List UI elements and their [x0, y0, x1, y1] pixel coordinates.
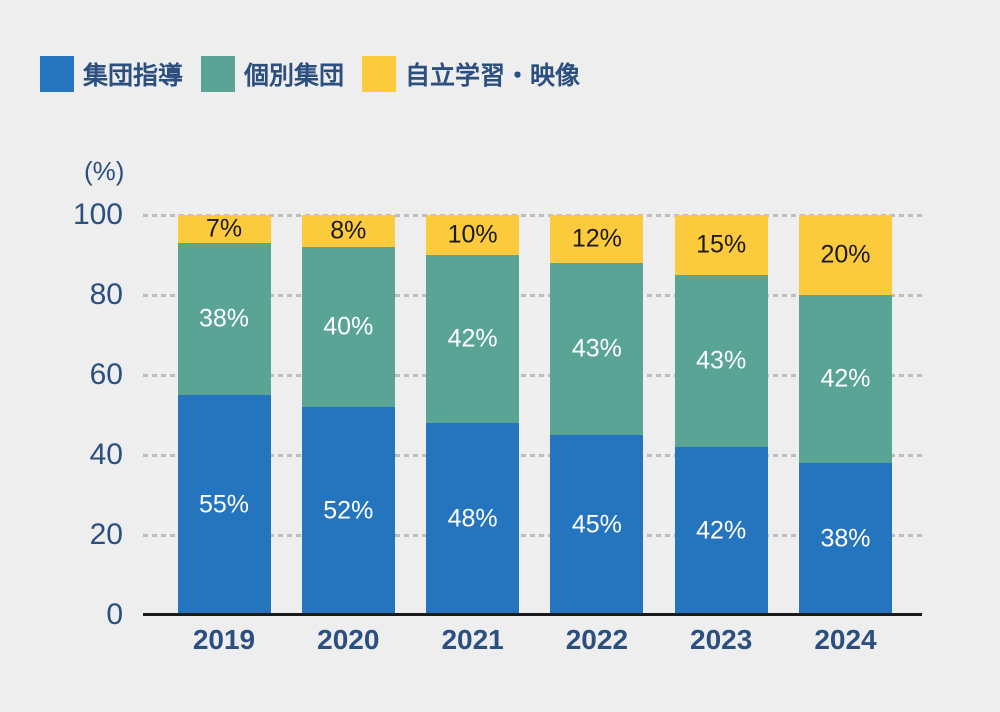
- bar-segment-2024-1: 42%: [799, 295, 892, 463]
- x-tick-label-2024: 2024: [814, 624, 877, 655]
- x-tick-label-2021: 2021: [441, 624, 504, 655]
- plot-area: 55% 38% 7% 52% 40% 8% 48% 42% 10% 45% 43% 12% 42% 43%…: [143, 214, 924, 615]
- y-tick-label-20: 20: [89, 518, 123, 551]
- x-axis-line: [143, 613, 922, 616]
- legend-swatch-icon: [40, 56, 74, 92]
- legend-swatch-icon: [362, 56, 397, 92]
- chart-legend: 集団指導 個別集団 自立学習・映像: [40, 56, 580, 92]
- legend-item-0: 集団指導: [40, 56, 183, 92]
- y-tick-label-60: 60: [89, 358, 123, 391]
- segment-value-label: 48%: [447, 504, 498, 533]
- bar-segment-2024-0: 38%: [799, 463, 892, 615]
- bar-segment-2022-0: 45%: [550, 435, 644, 615]
- legend-swatch-icon: [201, 56, 236, 92]
- legend-label: 集団指導: [83, 62, 184, 90]
- y-tick-label-40: 40: [89, 438, 123, 471]
- bar-segment-2022-2: 12%: [550, 215, 644, 263]
- segment-value-label: 45%: [571, 510, 622, 539]
- x-tick-label-2020: 2020: [317, 624, 380, 655]
- legend-item-1: 個別集団: [201, 56, 344, 92]
- grid-line-20: [143, 534, 924, 537]
- bar-segment-2021-1: 42%: [426, 255, 520, 423]
- y-tick-label-80: 80: [89, 278, 123, 311]
- segment-value-label: 42%: [447, 324, 498, 353]
- grid-line-80: [143, 294, 924, 297]
- bar-2022: 45% 43% 12%: [550, 215, 644, 615]
- y-tick-label-0: 0: [106, 598, 123, 631]
- x-tick-label-2019: 2019: [192, 624, 256, 655]
- bar-2020: 52% 40% 8%: [301, 215, 395, 615]
- x-tick-label-2023: 2023: [690, 624, 753, 655]
- segment-value-label: 38%: [820, 524, 871, 553]
- segment-value-label: 42%: [696, 516, 747, 545]
- bar-segment-2023-2: 15%: [674, 215, 768, 275]
- segment-value-label: 43%: [696, 346, 747, 375]
- bar-segment-2019-0: 55%: [177, 395, 271, 615]
- bar-segment-2021-2: 10%: [426, 215, 520, 255]
- bar-2023: 42% 43% 15%: [674, 215, 768, 615]
- segment-value-label: 12%: [571, 224, 622, 253]
- bar-2019: 55% 38% 7%: [177, 214, 271, 615]
- bar-2021: 48% 42% 10%: [426, 215, 520, 615]
- bar-segment-2024-2: 20%: [799, 215, 892, 295]
- bar-segment-2020-2: 8%: [301, 215, 395, 247]
- bar-segment-2020-0: 52%: [301, 407, 395, 615]
- segment-value-label: 43%: [571, 334, 622, 363]
- segment-value-label: 10%: [447, 220, 498, 249]
- grid-line-60: [143, 374, 924, 377]
- bar-2024: 38% 42% 20%: [799, 215, 892, 615]
- legend-label: 個別集団: [244, 62, 345, 90]
- segment-value-label: 8%: [330, 216, 367, 245]
- bar-segment-2019-1: 38%: [177, 243, 271, 395]
- legend-item-2: 自立学習・映像: [362, 56, 580, 92]
- legend-label: 自立学習・映像: [405, 62, 581, 90]
- segment-value-label: 7%: [205, 214, 243, 243]
- bar-segment-2021-0: 48%: [426, 423, 520, 615]
- bar-segment-2019-2: 7%: [177, 214, 271, 243]
- segment-value-label: 38%: [198, 304, 250, 333]
- bar-segment-2023-0: 42%: [674, 447, 768, 615]
- segment-value-label: 55%: [198, 490, 250, 519]
- segment-value-label: 42%: [820, 364, 871, 393]
- grid-line-40: [143, 454, 924, 457]
- segment-value-label: 40%: [323, 312, 374, 341]
- bar-segment-2022-1: 43%: [550, 263, 644, 435]
- grid-line-100: [143, 214, 924, 217]
- y-tick-label-100: 100: [72, 198, 123, 231]
- segment-value-label: 15%: [696, 230, 747, 259]
- bar-segment-2020-1: 40%: [301, 247, 395, 407]
- segment-value-label: 52%: [323, 496, 374, 525]
- x-tick-label-2022: 2022: [565, 624, 629, 655]
- y-axis-unit-label: (%): [84, 156, 125, 186]
- segment-value-label: 20%: [820, 240, 871, 269]
- bar-segment-2023-1: 43%: [674, 275, 768, 447]
